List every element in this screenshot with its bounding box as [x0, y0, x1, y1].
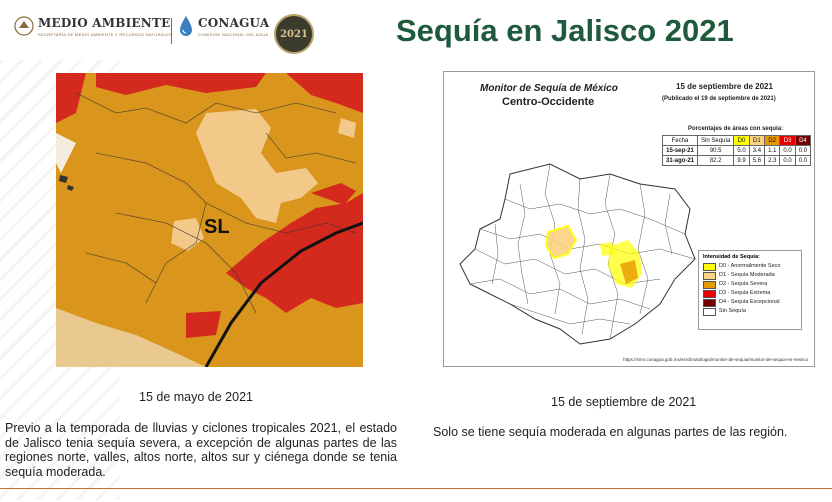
drought-map-may: SL	[56, 73, 363, 367]
anniversary-seal: 2021	[274, 14, 314, 54]
table-header: D0	[733, 135, 750, 146]
caption-september: 15 de septiembre de 2021	[551, 395, 697, 409]
header: MEDIO AMBIENTE SECRETARÍA DE MEDIO AMBIE…	[0, 0, 832, 62]
monitor-title: Monitor de Sequía de México	[480, 83, 618, 94]
legend-title: Intensidad de Sequía:	[703, 254, 760, 260]
legend-item: D2 - Sequía Severa	[703, 280, 797, 289]
source-url: https://smn.conagua.gob.mx/es/climatolog…	[623, 357, 808, 362]
legend-swatch	[703, 307, 716, 316]
drought-map-may-graphic: SL	[56, 73, 363, 367]
logo-conagua: CONAGUA COMISIÓN NACIONAL DEL AGUA	[178, 14, 269, 37]
legend-swatch	[703, 271, 716, 280]
table-cell: 9.9	[733, 155, 750, 166]
table-cell: 3.4	[748, 145, 766, 156]
water-drop-icon	[180, 15, 192, 36]
table-row: 15-sep-21 90.5 5.0 3.4 1.1 0.0 0.0	[661, 145, 812, 156]
paragraph-september: Solo se tiene sequía moderada en algunas…	[433, 425, 788, 439]
table-header: Sin Sequía	[697, 135, 735, 146]
monitor-date: 15 de septiembre de 2021	[676, 82, 773, 91]
seal-year: 2021	[280, 28, 308, 40]
drought-percentage-table: Fecha Sin Sequía D0 D1 D2 D3 D4 15-sep-2…	[661, 135, 812, 166]
logo-divider	[171, 18, 172, 44]
table-cell: 0.0	[794, 145, 812, 156]
eagle-emblem-icon	[14, 15, 34, 36]
pct-title: Porcentajes de áreas con sequía:	[688, 126, 784, 132]
logo-medio-ambiente-subtitle: SECRETARÍA DE MEDIO AMBIENTE Y RECURSOS …	[38, 32, 173, 37]
table-header: D1	[748, 135, 766, 146]
region-label-sl: SL	[204, 216, 230, 238]
page-title: Sequía en Jalisco 2021	[396, 13, 734, 48]
table-header-row: Fecha Sin Sequía D0 D1 D2 D3 D4	[661, 135, 812, 146]
table-cell: 2.3	[764, 155, 781, 166]
legend-item: D3 - Sequía Extrema	[703, 289, 797, 298]
table-cell: 5.0	[733, 145, 750, 156]
drought-legend: Intensidad de Sequía: D0 - Anormalmente …	[698, 250, 802, 330]
paragraph-may: Previo a la temporada de lluvias y ciclo…	[5, 421, 397, 479]
logo-conagua-subtitle: COMISIÓN NACIONAL DEL AGUA	[198, 32, 269, 37]
table-cell: 5.6	[748, 155, 766, 166]
drought-monitor-september: Monitor de Sequía de México Centro-Occid…	[443, 71, 815, 367]
legend-swatch	[703, 280, 716, 289]
legend-label: Sin Sequía	[719, 308, 746, 314]
table-row: 31-ago-21 82.2 9.9 5.6 2.3 0.0 0.0	[661, 155, 812, 166]
table-header: D3	[779, 135, 796, 146]
legend-label: D3 - Sequía Extrema	[719, 290, 771, 296]
legend-item: D1 - Sequía Moderada	[703, 271, 797, 280]
table-cell: 0.0	[779, 155, 796, 166]
logo-medio-ambiente-text: MEDIO AMBIENTE	[38, 16, 171, 30]
legend-label: D0 - Anormalmente Seco	[719, 263, 781, 269]
legend-swatch	[703, 289, 716, 298]
footer-line	[0, 488, 832, 489]
table-header: Fecha	[661, 135, 699, 146]
legend-swatch	[703, 298, 716, 307]
table-cell: 1.1	[764, 145, 781, 156]
legend-label: D2 - Sequía Severa	[719, 281, 768, 287]
table-header: D4	[794, 135, 812, 146]
monitor-published: (Publicado el 19 de septiembre de 2021)	[662, 96, 776, 102]
logo-conagua-text: CONAGUA	[198, 16, 270, 30]
legend-label: D4 - Sequía Excepcional	[719, 299, 780, 305]
legend-item: Sin Sequía	[703, 307, 797, 316]
legend-swatch	[703, 262, 716, 271]
legend-label: D1 - Sequía Moderada	[719, 272, 775, 278]
caption-may: 15 de mayo de 2021	[139, 390, 253, 404]
jalisco-municipality-map	[459, 163, 696, 345]
table-cell: 0.0	[779, 145, 796, 156]
table-cell: 0.0	[794, 155, 812, 166]
logo-medio-ambiente: MEDIO AMBIENTE SECRETARÍA DE MEDIO AMBIE…	[14, 14, 172, 37]
legend-item: D4 - Sequía Excepcional	[703, 298, 797, 307]
table-header: D2	[764, 135, 781, 146]
legend-item: D0 - Anormalmente Seco	[703, 262, 797, 271]
monitor-region: Centro-Occidente	[502, 96, 595, 108]
